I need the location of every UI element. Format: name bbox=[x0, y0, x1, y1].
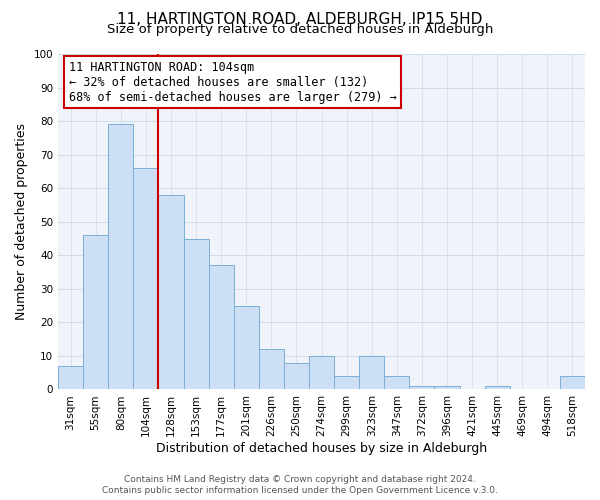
Bar bbox=[259, 349, 284, 390]
Bar bbox=[233, 306, 259, 390]
Bar bbox=[359, 356, 384, 390]
Bar bbox=[434, 386, 460, 390]
Bar bbox=[133, 168, 158, 390]
Bar bbox=[158, 195, 184, 390]
Bar bbox=[108, 124, 133, 390]
Text: Contains public sector information licensed under the Open Government Licence v.: Contains public sector information licen… bbox=[102, 486, 498, 495]
Text: Contains HM Land Registry data © Crown copyright and database right 2024.: Contains HM Land Registry data © Crown c… bbox=[124, 475, 476, 484]
X-axis label: Distribution of detached houses by size in Aldeburgh: Distribution of detached houses by size … bbox=[156, 442, 487, 455]
Bar bbox=[83, 235, 108, 390]
Text: 11, HARTINGTON ROAD, ALDEBURGH, IP15 5HD: 11, HARTINGTON ROAD, ALDEBURGH, IP15 5HD bbox=[118, 12, 482, 28]
Bar bbox=[409, 386, 434, 390]
Text: Size of property relative to detached houses in Aldeburgh: Size of property relative to detached ho… bbox=[107, 24, 493, 36]
Bar bbox=[284, 362, 309, 390]
Bar bbox=[485, 386, 510, 390]
Bar bbox=[209, 266, 233, 390]
Bar bbox=[184, 238, 209, 390]
Bar bbox=[560, 376, 585, 390]
Y-axis label: Number of detached properties: Number of detached properties bbox=[15, 123, 28, 320]
Bar bbox=[334, 376, 359, 390]
Bar bbox=[309, 356, 334, 390]
Bar bbox=[384, 376, 409, 390]
Bar bbox=[58, 366, 83, 390]
Text: 11 HARTINGTON ROAD: 104sqm
← 32% of detached houses are smaller (132)
68% of sem: 11 HARTINGTON ROAD: 104sqm ← 32% of deta… bbox=[68, 60, 397, 104]
